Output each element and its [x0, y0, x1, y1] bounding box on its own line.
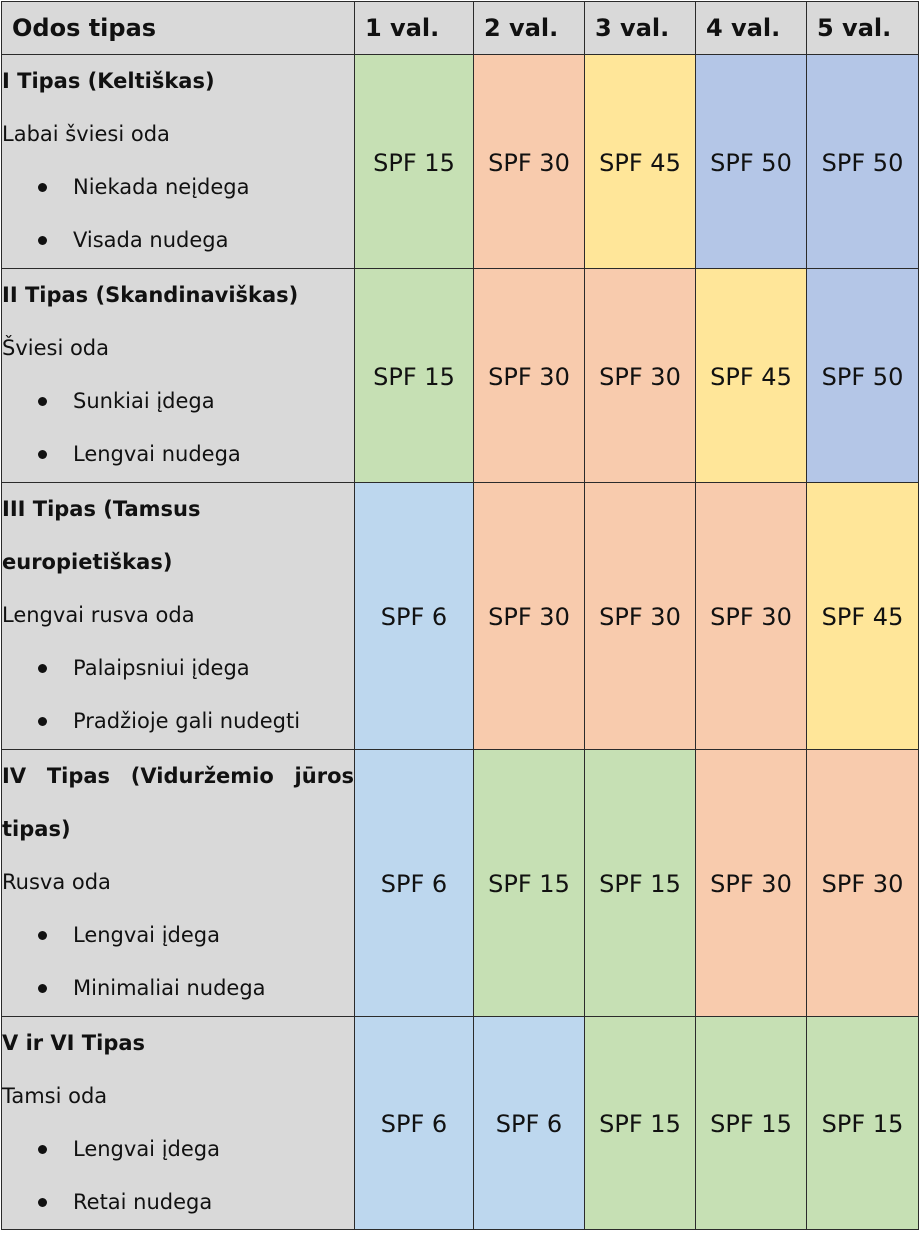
header-hour-4: 4 val. — [695, 1, 807, 55]
trait-text: Visada nudega — [73, 228, 229, 252]
spf-cell: SPF 30 — [806, 749, 919, 1017]
trait-text: Lengvai nudega — [73, 442, 241, 466]
spf-cell: SPF 45 — [584, 54, 696, 269]
bullet-icon — [38, 664, 47, 673]
spf-cell: SPF 15 — [584, 1016, 696, 1230]
spf-cell: SPF 30 — [584, 268, 696, 483]
skin-type-title: IV Tipas (Viduržemio jūros tipas) — [2, 764, 354, 841]
list-item: Palaipsniui įdega — [2, 642, 354, 695]
skin-description: Labai šviesi oda — [2, 122, 170, 146]
spf-cell: SPF 30 — [695, 482, 807, 750]
spf-cell: SPF 15 — [695, 1016, 807, 1230]
skin-type-title: II Tipas (Skandinaviškas) — [2, 283, 299, 307]
bullet-icon — [38, 397, 47, 406]
skin-type-title: I Tipas (Keltiškas) — [2, 69, 215, 93]
bullet-icon — [38, 450, 47, 459]
list-item: Visada nudega — [2, 214, 354, 267]
list-item: Niekada neįdega — [2, 161, 354, 214]
trait-list: Lengvai įdega Retai nudega — [2, 1123, 354, 1229]
spf-cell: SPF 45 — [806, 482, 919, 750]
bullet-icon — [38, 183, 47, 192]
header-hour-2: 2 val. — [473, 1, 585, 55]
skin-description: Rusva oda — [2, 870, 111, 894]
spf-cell: SPF 50 — [806, 268, 919, 483]
skin-description: Lengvai rusva oda — [2, 603, 195, 627]
spf-cell: SPF 6 — [473, 1016, 585, 1230]
spf-cell: SPF 6 — [354, 749, 474, 1017]
skin-type-cell: IV Tipas (Viduržemio jūros tipas) Rusva … — [1, 749, 355, 1017]
list-item: Sunkiai įdega — [2, 375, 354, 428]
trait-text: Retai nudega — [73, 1190, 213, 1214]
bullet-icon — [38, 1198, 47, 1207]
spf-cell: SPF 15 — [354, 268, 474, 483]
bullet-icon — [38, 1145, 47, 1154]
table-row: IV Tipas (Viduržemio jūros tipas) Rusva … — [1, 749, 919, 1017]
table-row: III Tipas (Tamsus europietiškas) Lengvai… — [1, 482, 919, 750]
skin-type-title: III Tipas (Tamsus europietiškas) — [2, 497, 201, 574]
spf-cell: SPF 30 — [473, 268, 585, 483]
bullet-icon — [38, 236, 47, 245]
skin-description: Šviesi oda — [2, 336, 110, 360]
skin-type-cell: V ir VI Tipas Tamsi oda Lengvai įdega Re… — [1, 1016, 355, 1230]
spf-cell: SPF 45 — [695, 268, 807, 483]
spf-cell: SPF 30 — [473, 482, 585, 750]
list-item: Lengvai įdega — [2, 909, 354, 962]
trait-text: Niekada neįdega — [73, 175, 250, 199]
trait-text: Sunkiai įdega — [73, 389, 215, 413]
skin-type-cell: II Tipas (Skandinaviškas) Šviesi oda Sun… — [1, 268, 355, 483]
skin-type-title: V ir VI Tipas — [2, 1031, 146, 1055]
header-hour-5: 5 val. — [806, 1, 919, 55]
trait-text: Lengvai įdega — [73, 923, 220, 947]
list-item: Lengvai nudega — [2, 428, 354, 481]
header-row: Odos tipas 1 val. 2 val. 3 val. 4 val. 5… — [1, 1, 919, 55]
trait-text: Lengvai įdega — [73, 1137, 220, 1161]
skin-type-cell: III Tipas (Tamsus europietiškas) Lengvai… — [1, 482, 355, 750]
trait-text: Palaipsniui įdega — [73, 656, 250, 680]
spf-cell: SPF 15 — [584, 749, 696, 1017]
list-item: Lengvai įdega — [2, 1123, 354, 1176]
trait-list: Lengvai įdega Minimaliai nudega — [2, 909, 354, 1015]
bullet-icon — [38, 717, 47, 726]
skin-type-cell: I Tipas (Keltiškas) Labai šviesi oda Nie… — [1, 54, 355, 269]
trait-list: Niekada neįdega Visada nudega — [2, 161, 354, 267]
spf-cell: SPF 15 — [354, 54, 474, 269]
spf-cell: SPF 15 — [473, 749, 585, 1017]
spf-cell: SPF 30 — [695, 749, 807, 1017]
table-row: I Tipas (Keltiškas) Labai šviesi oda Nie… — [1, 54, 919, 269]
table-row: II Tipas (Skandinaviškas) Šviesi oda Sun… — [1, 268, 919, 483]
trait-text: Pradžioje gali nudegti — [73, 709, 301, 733]
header-hour-3: 3 val. — [584, 1, 696, 55]
bullet-icon — [38, 984, 47, 993]
spf-cell: SPF 6 — [354, 482, 474, 750]
header-skin-type: Odos tipas — [1, 1, 355, 55]
table-row: V ir VI Tipas Tamsi oda Lengvai įdega Re… — [1, 1016, 919, 1230]
spf-cell: SPF 15 — [806, 1016, 919, 1230]
trait-list: Palaipsniui įdega Pradžioje gali nudegti — [2, 642, 354, 748]
list-item: Pradžioje gali nudegti — [2, 695, 354, 748]
spf-cell: SPF 6 — [354, 1016, 474, 1230]
spf-cell: SPF 50 — [695, 54, 807, 269]
bullet-icon — [38, 931, 47, 940]
header-hour-1: 1 val. — [354, 1, 474, 55]
spf-cell: SPF 30 — [584, 482, 696, 750]
trait-text: Minimaliai nudega — [73, 976, 266, 1000]
skin-description: Tamsi oda — [2, 1084, 108, 1108]
list-item: Minimaliai nudega — [2, 962, 354, 1015]
trait-list: Sunkiai įdega Lengvai nudega — [2, 375, 354, 481]
spf-cell: SPF 30 — [473, 54, 585, 269]
spf-cell: SPF 50 — [806, 54, 919, 269]
list-item: Retai nudega — [2, 1176, 354, 1229]
